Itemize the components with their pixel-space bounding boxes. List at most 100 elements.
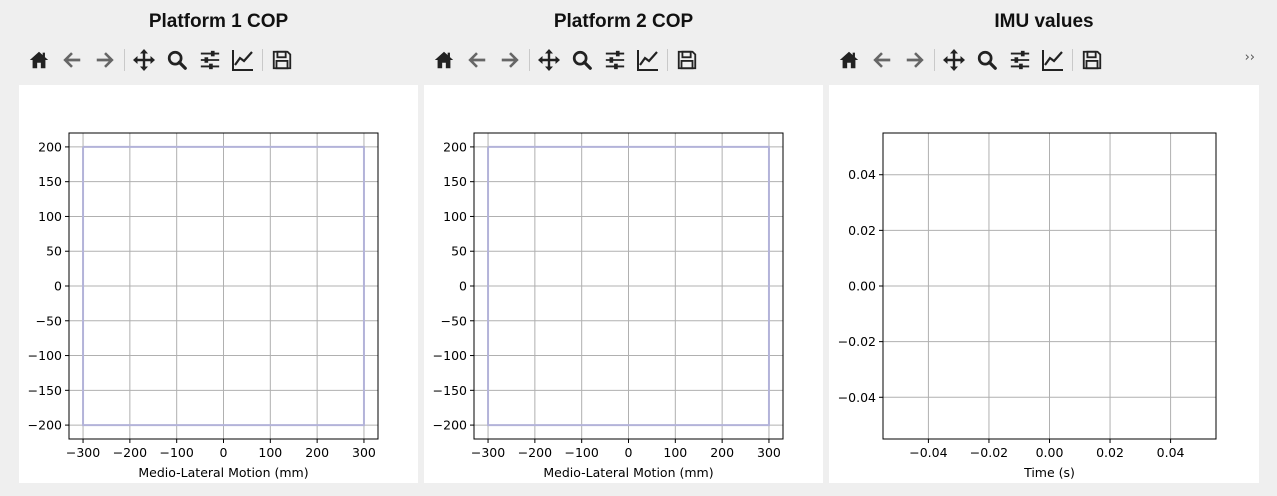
save-button[interactable]: [672, 45, 702, 75]
back-arrow-icon: [871, 49, 893, 71]
toolbar-separator: [529, 49, 530, 71]
subplots-icon: [604, 49, 626, 71]
x-tick-label: 200: [710, 445, 734, 460]
y-tick-label: 200: [38, 139, 62, 154]
x-tick-label: 0.04: [1157, 445, 1185, 460]
x-tick-label: −100: [565, 445, 599, 460]
back-arrow-icon: [61, 49, 83, 71]
y-tick-label: −100: [28, 348, 62, 363]
axes-edit-icon: [636, 48, 660, 72]
zoom-icon: [166, 49, 188, 71]
x-axis-label: Medio-Lateral Motion (mm): [138, 465, 308, 480]
subplots-icon: [199, 49, 221, 71]
y-tick-label: 50: [46, 244, 62, 259]
plot-canvas-platform-1[interactable]: −300 −200 −100 0 100 200 300 200 150 100 50 0 −50 −10…: [19, 85, 418, 483]
x-tick-label: 200: [305, 445, 329, 460]
x-tick-label: −300: [66, 445, 100, 460]
axes-edit-icon: [231, 48, 255, 72]
axes-frame: [882, 132, 1217, 440]
pan-icon: [132, 48, 156, 72]
y-tick-label: −50: [441, 313, 467, 328]
toolbar-separator: [667, 49, 668, 71]
toolbar-platform-1: [24, 45, 300, 75]
back-arrow-button[interactable]: [57, 45, 87, 75]
x-tick-label: 100: [663, 445, 687, 460]
toolbar-separator: [1072, 49, 1073, 71]
pan-button[interactable]: [534, 45, 564, 75]
chart-platform-2: −300 −200 −100 0 100 200 300 200 150 100 50 0 −50 −10…: [433, 132, 784, 480]
subplots-icon: [1009, 49, 1031, 71]
subplots-button[interactable]: [1005, 45, 1035, 75]
toolbar-imu: [834, 45, 1110, 75]
pan-button[interactable]: [939, 45, 969, 75]
zoom-icon: [571, 49, 593, 71]
forward-arrow-button[interactable]: [900, 45, 930, 75]
home-icon: [433, 49, 455, 71]
y-tick-label: −50: [36, 313, 62, 328]
y-tick-label: 0.00: [848, 279, 876, 294]
y-tick-label: 50: [451, 244, 467, 259]
pan-icon: [537, 48, 561, 72]
zoom-button[interactable]: [162, 45, 192, 75]
subplots-button[interactable]: [600, 45, 630, 75]
home-icon: [838, 49, 860, 71]
back-arrow-button[interactable]: [462, 45, 492, 75]
axes-edit-icon: [1041, 48, 1065, 72]
zoom-button[interactable]: [567, 45, 597, 75]
y-tick-label: −100: [433, 348, 467, 363]
x-tick-label: 100: [258, 445, 282, 460]
y-tick-label: −150: [28, 383, 62, 398]
forward-arrow-button[interactable]: [495, 45, 525, 75]
forward-arrow-button[interactable]: [90, 45, 120, 75]
chart-platform-1: −300 −200 −100 0 100 200 300 200 150 100 50 0 −50 −10…: [28, 132, 379, 480]
plot-canvas-imu[interactable]: −0.04 −0.02 0.00 0.02 0.04 0.04 0.02 0.00 −0.02 −…: [829, 85, 1259, 483]
y-tick-label: 200: [443, 139, 467, 154]
y-tick-label: 150: [443, 174, 467, 189]
x-tick-label: −100: [160, 445, 194, 460]
axes-edit-button[interactable]: [633, 45, 663, 75]
x-tick-label: −300: [471, 445, 505, 460]
x-tick-label: 0.02: [1096, 445, 1124, 460]
panel-title-platform-2: Platform 2 COP: [553, 11, 694, 32]
save-button[interactable]: [267, 45, 297, 75]
chart-imu: −0.04 −0.02 0.00 0.02 0.04 0.04 0.02 0.00 −0.02 −…: [838, 132, 1217, 480]
x-axis-label: Time (s): [1023, 465, 1075, 480]
y-tick-label: −0.02: [838, 334, 876, 349]
y-tick-label: 150: [38, 174, 62, 189]
zoom-button[interactable]: [972, 45, 1002, 75]
subplots-button[interactable]: [195, 45, 225, 75]
x-axis-label: Medio-Lateral Motion (mm): [543, 465, 713, 480]
x-tick-label: 300: [352, 445, 376, 460]
toolbar-overflow-button[interactable]: ››: [1244, 50, 1255, 65]
x-tick-label: 0: [220, 445, 228, 460]
forward-arrow-icon: [94, 49, 116, 71]
save-icon: [1081, 49, 1103, 71]
x-tick-label: −0.04: [909, 445, 947, 460]
axes-edit-button[interactable]: [1038, 45, 1068, 75]
series-line: [82, 145, 365, 427]
home-button[interactable]: [24, 45, 54, 75]
axes-edit-button[interactable]: [228, 45, 258, 75]
save-button[interactable]: [1077, 45, 1107, 75]
x-tick-label: −0.02: [970, 445, 1008, 460]
home-button[interactable]: [834, 45, 864, 75]
toolbar-platform-2: [429, 45, 705, 75]
x-tick-label: 0.00: [1036, 445, 1064, 460]
plot-canvas-platform-2[interactable]: −300 −200 −100 0 100 200 300 200 150 100 50 0 −50 −10…: [424, 85, 823, 483]
y-tick-label: 100: [443, 209, 467, 224]
home-button[interactable]: [429, 45, 459, 75]
x-tick-label: −200: [113, 445, 147, 460]
save-icon: [271, 49, 293, 71]
pan-button[interactable]: [129, 45, 159, 75]
y-tick-label: −200: [28, 418, 62, 433]
back-arrow-button[interactable]: [867, 45, 897, 75]
y-tick-label: 0.04: [848, 167, 876, 182]
forward-arrow-icon: [904, 49, 926, 71]
x-tick-label: 0: [625, 445, 633, 460]
toolbar-separator: [934, 49, 935, 71]
save-icon: [676, 49, 698, 71]
panel-title-imu: IMU values: [994, 11, 1094, 32]
y-tick-label: 100: [38, 209, 62, 224]
x-tick-label: −200: [518, 445, 552, 460]
axes-frame: [68, 132, 379, 440]
